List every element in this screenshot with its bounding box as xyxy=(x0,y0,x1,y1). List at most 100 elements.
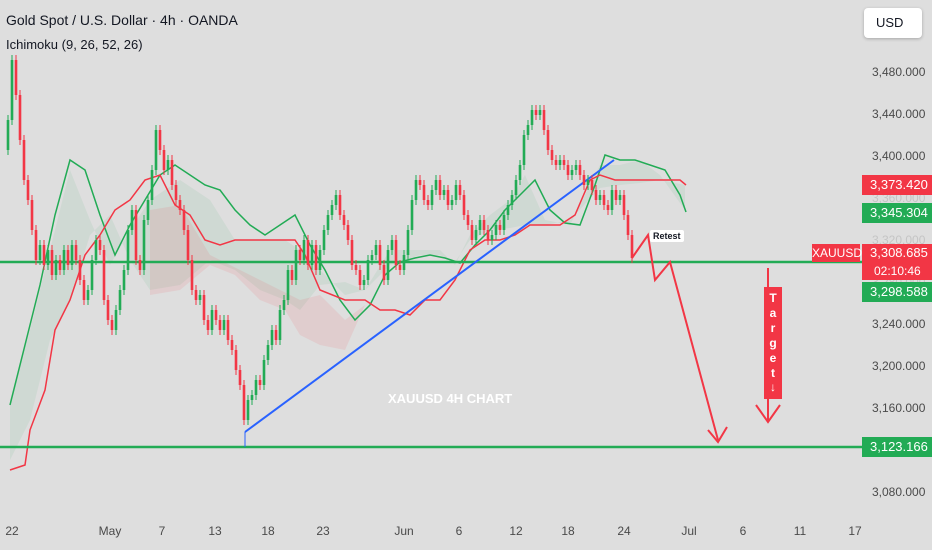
candle-body xyxy=(482,220,486,230)
candle-body xyxy=(242,385,246,420)
time-tick-label: May xyxy=(99,524,122,538)
candle-body xyxy=(602,195,606,205)
support-price-tag: 3,123.166 xyxy=(862,437,932,457)
price-tick-label: 3,200.000 xyxy=(872,359,926,373)
candle-body xyxy=(150,170,154,200)
candle-body xyxy=(630,235,634,258)
candle-body xyxy=(374,245,378,255)
candle-body xyxy=(346,225,350,240)
target-label: T a r g e t ↓ xyxy=(764,287,782,399)
candle-body xyxy=(334,195,338,205)
time-tick-label: 6 xyxy=(740,524,747,538)
candle-body xyxy=(586,180,590,185)
candle-body xyxy=(318,250,322,270)
candle-body xyxy=(418,180,422,185)
candle-body xyxy=(354,265,358,270)
candle-body xyxy=(122,270,126,290)
candle-body xyxy=(454,185,458,200)
candle-body xyxy=(46,250,50,265)
target-letter: r xyxy=(770,321,776,336)
candle-body xyxy=(406,230,410,255)
candle-body xyxy=(474,230,478,240)
time-tick-label: 17 xyxy=(848,524,862,538)
candle-body xyxy=(574,165,578,170)
senkou-span-b-line xyxy=(9,174,687,471)
candle-body xyxy=(554,160,558,165)
candle-body xyxy=(530,110,534,125)
candle-body xyxy=(98,240,102,250)
candle-body xyxy=(154,130,158,170)
candle-body xyxy=(190,260,194,290)
symbol-label: XAUUSD xyxy=(812,244,863,262)
price-tick-label: 3,240.000 xyxy=(872,317,926,331)
candle-body xyxy=(590,180,594,190)
candle-body xyxy=(170,160,174,185)
candle-body xyxy=(250,395,254,400)
candle-body xyxy=(450,200,454,205)
candle-body xyxy=(394,240,398,265)
price-tag-tenkan: 3,373.420 xyxy=(862,175,932,195)
candle-body xyxy=(350,240,354,265)
time-tick-label: Jun xyxy=(394,524,413,538)
currency-selector-button[interactable]: USD xyxy=(864,8,922,38)
candle-body xyxy=(130,210,134,230)
time-tick-label: 23 xyxy=(316,524,330,538)
price-tick-label: 3,440.000 xyxy=(872,107,926,121)
candle-body xyxy=(186,230,190,260)
candle-body xyxy=(442,190,446,195)
candle-body xyxy=(490,235,494,240)
candle-body xyxy=(302,240,306,260)
price-tag-kijun: 3,345.304 xyxy=(862,203,932,223)
candle-body xyxy=(74,245,78,260)
candle-body xyxy=(178,200,182,210)
candle-body xyxy=(294,250,298,280)
candle-body xyxy=(578,165,582,175)
candle-body xyxy=(6,120,10,150)
candle-body xyxy=(118,290,122,310)
senkou-span-a-line xyxy=(9,154,687,406)
candle-body xyxy=(386,250,390,280)
candle-body xyxy=(478,220,482,230)
candle-body xyxy=(222,320,226,330)
candle-body xyxy=(94,240,98,260)
candle-body xyxy=(338,195,342,215)
candle-body xyxy=(18,95,22,140)
candle-body xyxy=(298,250,302,260)
time-tick-label: 18 xyxy=(561,524,575,538)
time-tick-label: 24 xyxy=(617,524,631,538)
candle-body xyxy=(398,265,402,270)
candle-body xyxy=(54,260,58,275)
candle-body xyxy=(594,190,598,200)
candle-body xyxy=(422,185,426,200)
candle-body xyxy=(182,210,186,230)
candle-body xyxy=(274,330,278,340)
candle-body xyxy=(234,350,238,370)
candle-body xyxy=(90,260,94,290)
candle-body xyxy=(286,270,290,300)
candle-body xyxy=(34,230,38,260)
time-axis[interactable]: 22 May 7 13 18 23 Jun 6 12 18 24 Jul 6 11 17 xyxy=(5,524,862,538)
candle-body xyxy=(402,255,406,270)
candle-body xyxy=(538,110,542,115)
candle-body xyxy=(58,260,62,270)
target-letter: a xyxy=(769,306,777,321)
candle-body xyxy=(66,250,70,265)
candle-body xyxy=(582,175,586,185)
candle-body xyxy=(426,200,430,205)
candle-body xyxy=(210,310,214,330)
candle-body xyxy=(266,345,270,360)
candle-body xyxy=(626,215,630,235)
candle-body xyxy=(238,370,242,385)
indicator-legend[interactable]: Ichimoku (9, 26, 52, 26) xyxy=(6,37,143,52)
price-tick-label: 3,400.000 xyxy=(872,149,926,163)
candle-body xyxy=(358,270,362,285)
candle-body xyxy=(546,130,550,150)
target-down-arrow-icon: ↓ xyxy=(770,380,776,395)
candle-body xyxy=(86,290,90,300)
time-tick-label: 6 xyxy=(456,524,463,538)
candle-body xyxy=(514,180,518,195)
candle-body xyxy=(526,125,530,135)
candle-body xyxy=(430,190,434,205)
ichimoku-cloud-green-fill xyxy=(10,160,685,460)
